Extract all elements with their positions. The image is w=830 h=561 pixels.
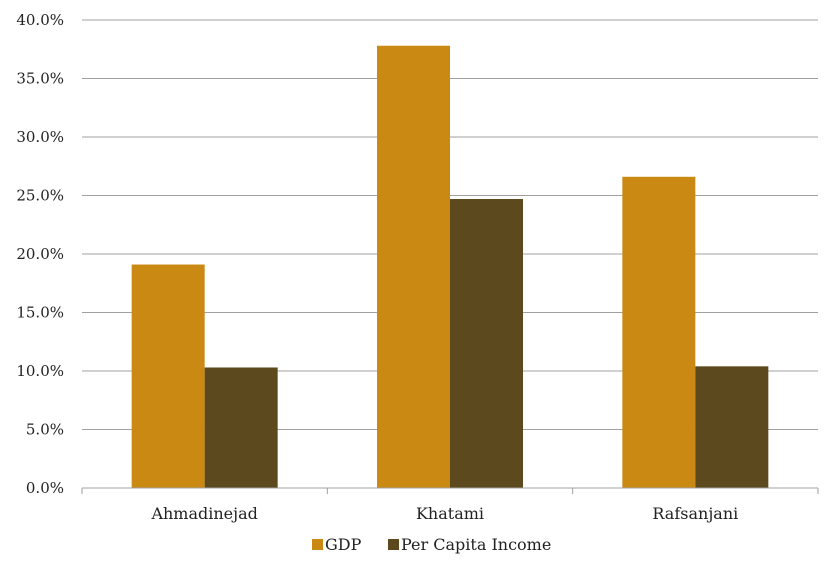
category-labels: Ahmadinejad Khatami Rafsanjani: [150, 504, 738, 523]
y-axis-tick-labels: 0.0% 5.0% 10.0% 15.0% 20.0% 25.0% 30.0% 35.0% 40…: [16, 11, 64, 497]
bar-per-capita-income-khatami: [450, 199, 523, 488]
legend-label: Per Capita Income: [401, 535, 551, 554]
y-tick-label: 15.0%: [16, 304, 64, 322]
category-label: Ahmadinejad: [150, 504, 257, 523]
y-tick-label: 10.0%: [16, 362, 64, 380]
y-tick-label: 5.0%: [26, 421, 64, 439]
legend-swatch: [388, 539, 399, 550]
y-tick-label: 35.0%: [16, 70, 64, 88]
y-tick-label: 40.0%: [16, 11, 64, 29]
legend: GDP Per Capita Income: [312, 535, 551, 554]
bar-per-capita-income-rafsanjani: [695, 366, 769, 488]
category-label: Rafsanjani: [652, 504, 738, 523]
y-tick-label: 25.0%: [16, 187, 64, 205]
category-label: Khatami: [416, 504, 484, 523]
y-tick-label: 20.0%: [16, 245, 64, 263]
y-tick-label: 0.0%: [26, 479, 64, 497]
legend-label: GDP: [325, 535, 362, 554]
bar-per-capita-income-ahmadinejad: [204, 367, 278, 488]
x-axis-ticks: [81, 488, 819, 494]
bar-gdp-khatami: [377, 45, 450, 489]
bars: [131, 45, 769, 489]
legend-swatch: [312, 539, 323, 550]
bar-gdp-rafsanjani: [622, 176, 696, 488]
y-tick-label: 30.0%: [16, 128, 64, 146]
bar-gdp-ahmadinejad: [131, 264, 205, 488]
